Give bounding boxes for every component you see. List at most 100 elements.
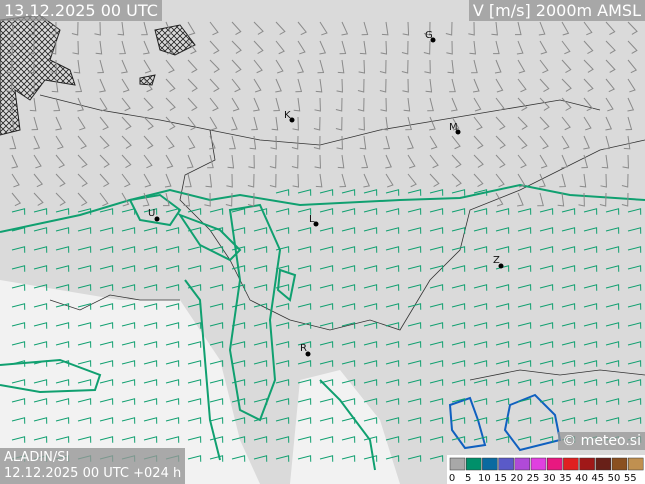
wind-barb: [253, 265, 268, 272]
wind-barb: [33, 208, 48, 215]
wind-barb: [451, 116, 460, 131]
wind-barb: [385, 455, 400, 462]
wind-barb: [99, 192, 109, 207]
wind-barb: [99, 97, 108, 112]
wind-barb: [77, 379, 92, 386]
wind-barb: [605, 227, 620, 234]
wind-barb: [605, 59, 616, 73]
wind-barb: [121, 192, 130, 207]
wind-barb: [209, 417, 224, 424]
wind-barb: [383, 135, 391, 150]
wind-barb: [363, 341, 378, 348]
wind-barb: [517, 59, 526, 74]
wind-barb: [291, 154, 299, 169]
wind-barb: [72, 40, 79, 55]
wind-barb: [165, 341, 180, 348]
wind-barb: [33, 360, 48, 367]
wind-barb: [253, 436, 268, 443]
wind-barb: [491, 21, 498, 36]
wind-barb: [623, 135, 631, 150]
wind-barb: [165, 417, 180, 424]
wind-barb: [187, 59, 198, 73]
wind-barb: [231, 97, 240, 112]
wind-barb: [11, 208, 26, 215]
wind-barb: [319, 436, 334, 443]
wind-barb: [451, 284, 466, 291]
wind-barb: [99, 398, 114, 405]
wind-barb: [583, 341, 598, 348]
wind-barb: [209, 40, 220, 54]
wind-barb: [363, 173, 371, 188]
wind-barb: [77, 265, 92, 272]
wind-barb: [583, 135, 590, 150]
city-dot: [430, 37, 436, 43]
wind-barb: [77, 303, 92, 310]
wind-barb: [231, 40, 242, 54]
wind-barb: [495, 173, 505, 188]
wind-barb: [209, 116, 218, 131]
wind-barb: [385, 246, 400, 253]
wind-barb: [627, 246, 642, 253]
wind-barb: [517, 436, 532, 443]
wind-barb: [231, 303, 246, 310]
wind-barb: [187, 417, 202, 424]
city-label: R: [300, 343, 307, 354]
wind-barb: [539, 398, 554, 405]
wind-barb: [11, 303, 26, 310]
wind-barb: [337, 59, 345, 74]
wind-barb: [627, 360, 642, 367]
wind-barb: [187, 284, 202, 291]
wind-barb: [209, 379, 224, 386]
wind-barb: [627, 265, 642, 272]
wind-barb: [143, 154, 153, 169]
wind-barb: [621, 173, 629, 188]
wind-barb: [231, 246, 246, 253]
wind-barb: [473, 154, 484, 168]
wind-barb: [517, 78, 527, 93]
wind-barb: [165, 154, 174, 169]
wind-barb: [143, 78, 153, 93]
wind-barb: [6, 97, 14, 112]
run: 12.12.2025 00 UTC +024 h: [4, 466, 182, 481]
wind-barb: [627, 322, 642, 329]
wind-barb: [603, 135, 611, 150]
wind-barb: [209, 455, 224, 462]
wind-barb: [99, 227, 114, 234]
wind-barb: [275, 40, 285, 55]
wind-barb: [385, 341, 400, 348]
wind-barb: [539, 303, 554, 310]
wind-barb: [55, 227, 70, 234]
wind-barb: [451, 208, 466, 215]
wind-barb: [423, 21, 431, 36]
wind-barb: [253, 379, 268, 386]
wind-barb: [407, 227, 422, 234]
wind-barb: [165, 398, 180, 405]
wind-barb: [51, 78, 59, 93]
wind-barb: [209, 398, 224, 405]
wind-barb: [561, 379, 576, 386]
wind-barb: [27, 40, 35, 55]
wind-barb: [517, 173, 526, 188]
wind-barb: [33, 154, 42, 169]
wind-barb: [77, 284, 92, 291]
wind-barb: [225, 192, 233, 207]
wind-barb: [561, 78, 572, 92]
wind-barb: [627, 284, 642, 291]
wind-barb: [517, 246, 532, 253]
wind-barb: [538, 21, 546, 36]
wind-barb: [341, 398, 356, 405]
wind-barb: [121, 398, 136, 405]
wind-barb: [33, 417, 48, 424]
wind-barb: [424, 59, 431, 74]
legend-label: 50: [608, 473, 621, 484]
wind-barb: [94, 21, 101, 36]
wind-barb: [473, 227, 488, 234]
wind-barb: [341, 265, 356, 272]
wind-barb: [385, 227, 400, 234]
wind-barb: [517, 154, 527, 169]
wind-barb: [313, 135, 321, 150]
legend-label: 20: [510, 473, 523, 484]
wind-barb: [209, 227, 224, 234]
wind-barb: [253, 227, 268, 234]
